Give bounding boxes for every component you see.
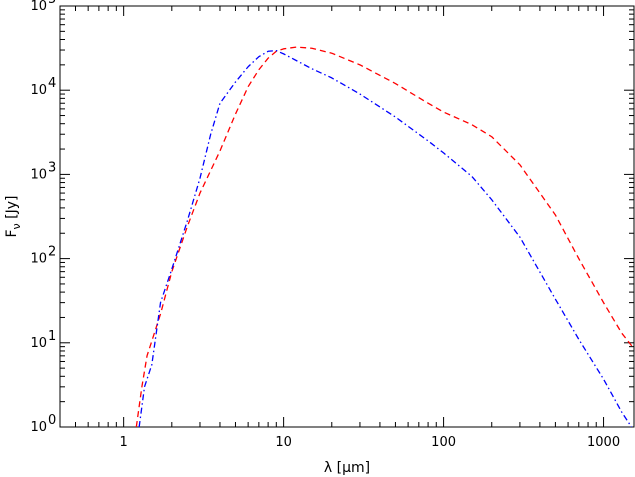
y-tick-exponent: 5 [48,0,56,7]
y-axis-label: Fν [Jy] [4,195,23,237]
y-tick-exponent: 3 [48,160,56,175]
y-tick-exponent: 0 [48,413,56,428]
series-line-1 [135,46,634,427]
y-tick-label: 10 [30,167,47,182]
x-tick-label: 1 [120,435,128,450]
x-tick-label: 100 [431,435,456,450]
plot-frame [59,5,635,428]
y-tick-label: 10 [30,336,47,351]
y-tick-exponent: 4 [48,76,56,91]
y-axis-label-unit: [Jy] [4,195,20,223]
y-tick-label: 10 [30,0,47,14]
series-line-2 [138,49,633,427]
x-tick-label: 10 [275,435,292,450]
x-axis-label: λ [μm] [324,460,370,476]
y-tick-label: 10 [30,420,47,435]
y-tick-labels: 100101102103104105 [30,0,56,435]
y-tick-label: 10 [30,252,47,267]
series-group [135,46,634,427]
y-tick-label: 10 [30,83,47,98]
y-axis-label-subscript: ν [10,223,23,229]
y-tick-exponent: 2 [48,245,56,260]
y-tick-exponent: 1 [48,329,56,344]
minor-ticks [60,6,634,427]
major-ticks [60,5,634,428]
x-tick-labels: 1 10 100 1000 [120,435,621,450]
x-tick-label: 1000 [587,435,620,450]
y-axis-label-main: F [4,229,20,237]
